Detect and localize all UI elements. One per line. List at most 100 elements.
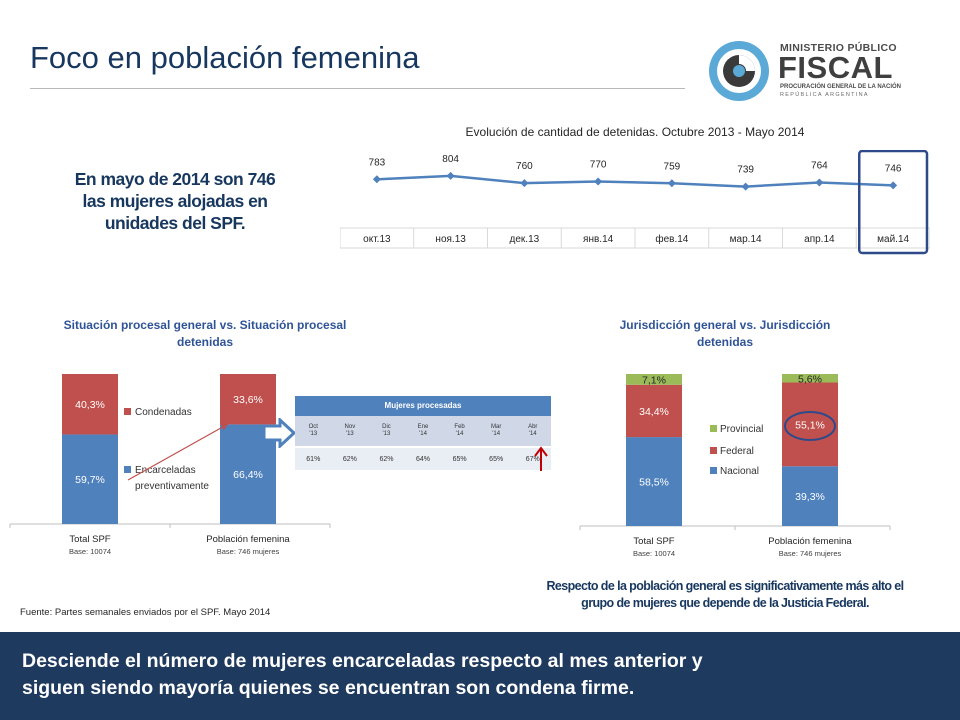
- value-cell: 61%: [306, 455, 321, 463]
- bar-value-label: 55,1%: [795, 419, 825, 431]
- month-cell: Mar '14: [491, 424, 502, 437]
- line-chart-title: Evolución de cantidad de detenidas. Octu…: [465, 125, 805, 139]
- bar-segment: [626, 384, 682, 438]
- procesal-chart-title: Situación procesal general vs. Situación…: [63, 318, 347, 349]
- procesadas-table: Mujeres procesadas Oct '13 Nov '13 Dic '13 …: [295, 396, 551, 474]
- value-cell: 65%: [452, 455, 467, 463]
- legend-label-preventivamente: preventivamente: [135, 481, 209, 492]
- bar-value-label: 5,6%: [798, 373, 822, 385]
- legend-swatch-encarceladas: [124, 466, 131, 473]
- category-label: мар.14: [730, 234, 762, 245]
- bar-segment: [782, 382, 838, 467]
- legend-swatch-provincial: [710, 425, 717, 432]
- bar-value-label: 58,5%: [639, 477, 669, 489]
- data-label: 759: [664, 161, 681, 172]
- series-line: [376, 174, 894, 188]
- legend-label-provincial: Provincial: [720, 424, 763, 435]
- procesadas-table-header: Mujeres procesadas: [295, 396, 551, 416]
- data-label: 764: [811, 160, 828, 171]
- month-cell: Dic '13: [382, 424, 391, 437]
- conclusion-text: Desciende el número de mujeres encarcela…: [22, 648, 942, 702]
- bar-segment: [782, 466, 838, 526]
- category-label: апр.14: [804, 234, 835, 245]
- legend-label-federal: Federal: [720, 446, 754, 457]
- logo-line1: MINISTERIO PÚBLICO: [780, 42, 897, 54]
- value-cell: 67%: [525, 455, 540, 463]
- trend-arrow: [127, 423, 229, 481]
- bar-segment: [782, 374, 838, 383]
- legend-swatch-federal: [710, 447, 717, 454]
- highlight-line: En mayo de 2014 son 746: [74, 169, 276, 189]
- category-label: янв.14: [583, 234, 614, 245]
- category-label: май.14: [877, 234, 909, 245]
- data-point: [372, 175, 381, 184]
- jurisdiccion-bar-chart: 58,5% 34,4% 7,1% 39,3% 55,1% 5,6% Total SPF Ba…: [579, 373, 891, 558]
- legend-label-nacional: Nacional: [720, 466, 759, 477]
- data-label: 760: [516, 161, 533, 172]
- data-label: 783: [369, 157, 386, 168]
- procesadas-values-row: 61% 62% 62% 64% 65% 65% 67%: [295, 448, 551, 470]
- category-label: Total SPF: [69, 534, 110, 545]
- conclusion-banner: [0, 632, 960, 720]
- logo-line4: REPÚBLICA ARGENTINA: [780, 92, 869, 98]
- jurisdiccion-note: Respecto de la población general es sign…: [505, 578, 945, 612]
- source-footnote: Fuente: Partes semanales enviados por el…: [20, 607, 271, 618]
- detenidas-line-chart: 783 804 760 770 759 739 764 746 окт.13 ноя.13 дек…: [340, 150, 930, 255]
- base-label: Base: 746 mujeres: [779, 549, 842, 558]
- data-point: [594, 177, 603, 186]
- data-point: [741, 182, 750, 191]
- bar-value-label: 66,4%: [233, 469, 263, 481]
- legend-label-condenadas: Condenadas: [135, 407, 192, 418]
- month-cell: Abr '14: [528, 424, 538, 437]
- title-divider: [30, 88, 685, 89]
- base-label: Base: 746 mujeres: [217, 547, 280, 556]
- bar-segment: [626, 374, 682, 385]
- category-label: Población femenina: [206, 534, 290, 545]
- jurisdiccion-chart-title: Jurisdicción general vs. Jurisdicción de…: [619, 318, 831, 349]
- bar-value-label: 40,3%: [75, 399, 105, 411]
- value-cell: 65%: [489, 455, 504, 463]
- legend-swatch-condenadas: [124, 408, 131, 415]
- data-label: 770: [590, 159, 607, 170]
- logo-line2: FISCAL: [778, 50, 893, 85]
- category-label: окт.13: [363, 234, 391, 245]
- value-cell: 62%: [379, 455, 394, 463]
- legend-swatch-nacional: [710, 467, 717, 474]
- data-point: [667, 179, 676, 188]
- data-point: [520, 179, 529, 188]
- data-point: [889, 181, 898, 190]
- sun-seal-icon: [709, 41, 769, 101]
- value-cell: 64%: [416, 455, 431, 463]
- bar-segment: [626, 437, 682, 526]
- bar-segment: [220, 374, 276, 425]
- logo-line3: PROCURACIÓN GENERAL DE LA NACIÓN: [780, 84, 902, 90]
- month-cell: Ene '14: [417, 424, 429, 437]
- page-title: Foco en población femenina: [30, 40, 420, 75]
- data-label: 746: [885, 163, 902, 174]
- bar-value-label: 39,3%: [795, 491, 825, 503]
- bar-segment: [62, 434, 118, 524]
- highlight-line: las mujeres alojadas en: [82, 191, 269, 211]
- federal-highlight-circle: [784, 411, 836, 441]
- month-cell: Feb '14: [454, 424, 465, 437]
- bar-value-label: 33,6%: [233, 394, 263, 406]
- note-line: grupo de mujeres que depende de la Justi…: [581, 596, 869, 610]
- conclusion-line: Desciende el número de mujeres encarcela…: [22, 650, 703, 672]
- data-point: [815, 178, 824, 187]
- month-cell: Oct '13: [308, 424, 318, 437]
- data-point: [446, 171, 455, 180]
- bar-value-label: 34,4%: [639, 406, 669, 418]
- category-label: Total SPF: [633, 536, 674, 547]
- data-label: 739: [737, 165, 754, 176]
- legend-label-encarceladas: Encarceladas: [135, 465, 196, 476]
- highlight-line: unidades del SPF.: [104, 213, 246, 233]
- category-label: дек.13: [510, 234, 540, 245]
- month-cell: Nov '13: [344, 424, 356, 437]
- trend-arrow-head: [220, 424, 228, 430]
- data-label: 804: [442, 154, 459, 165]
- may-highlight-frame: [858, 150, 929, 255]
- category-label: ноя.13: [435, 234, 466, 245]
- highlight-text: En mayo de 2014 son 746 las mujeres aloj…: [40, 168, 310, 234]
- procesal-bar-chart: 59,7% 40,3% 66,4% 33,6% Total SPF Base: 1007…: [9, 374, 331, 556]
- fiscal-logo: MINISTERIO PÚBLICO FISCAL PROCURACIÓN GE…: [706, 38, 906, 104]
